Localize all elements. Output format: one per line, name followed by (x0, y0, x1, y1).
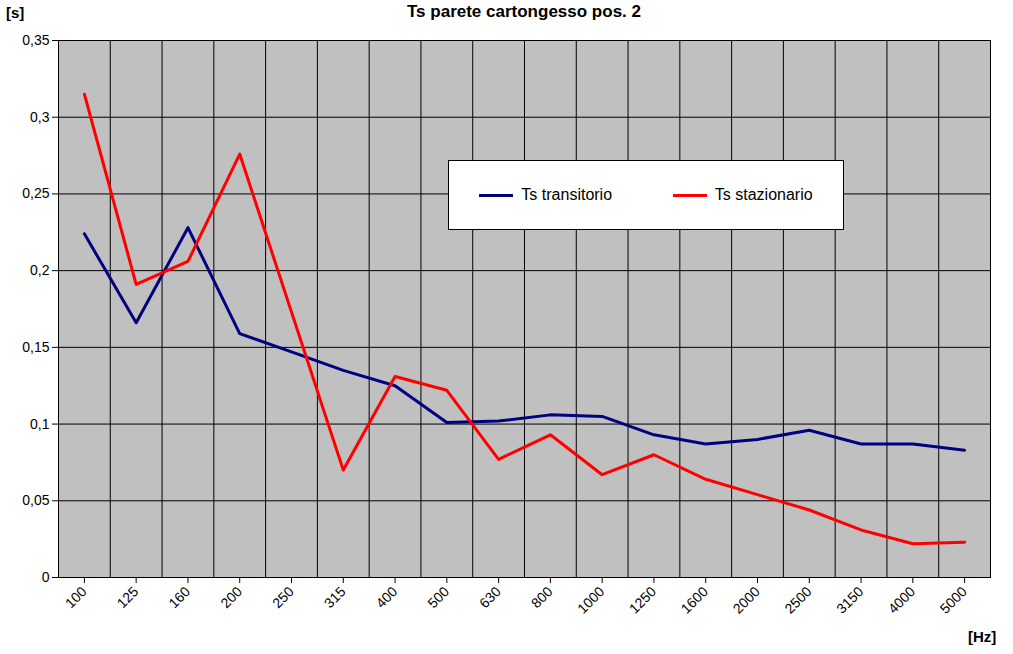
svg-text:0,3: 0,3 (30, 109, 50, 125)
html-text:[s]: [s] (6, 4, 25, 21)
svg-text:630: 630 (476, 583, 504, 611)
svg-text:800: 800 (528, 583, 556, 611)
svg-text:1000: 1000 (574, 583, 607, 616)
svg-text:500: 500 (424, 583, 452, 611)
svg-text:5000: 5000 (937, 583, 970, 616)
html-text:Ts stazionario: Ts stazionario (714, 186, 813, 203)
svg-text:0,25: 0,25 (22, 185, 49, 201)
svg-text:200: 200 (217, 583, 245, 611)
svg-text:315: 315 (321, 583, 349, 611)
svg-text:3150: 3150 (833, 583, 866, 616)
svg-text:400: 400 (373, 583, 401, 611)
svg-text:0: 0 (42, 569, 50, 585)
html-text:[Hz]: [Hz] (968, 628, 997, 645)
svg-text:0,2: 0,2 (30, 262, 50, 278)
svg-text:2000: 2000 (729, 583, 762, 616)
svg-text:160: 160 (165, 583, 193, 611)
svg-text:0,15: 0,15 (22, 339, 49, 355)
svg-text:0,05: 0,05 (22, 492, 49, 508)
svg-text:0,35: 0,35 (22, 32, 49, 48)
svg-text:125: 125 (114, 583, 142, 611)
svg-text:1250: 1250 (626, 583, 659, 616)
html-text:Ts transitorio: Ts transitorio (521, 186, 613, 203)
svg-text:100: 100 (62, 583, 90, 611)
svg-text:2500: 2500 (781, 583, 814, 616)
svg-text:4000: 4000 (885, 583, 918, 616)
svg-text:1600: 1600 (678, 583, 711, 616)
svg-text:250: 250 (269, 583, 297, 611)
html-text:Ts parete cartongesso pos. 2: Ts parete cartongesso pos. 2 (407, 2, 641, 21)
svg-text:0,1: 0,1 (30, 416, 50, 432)
